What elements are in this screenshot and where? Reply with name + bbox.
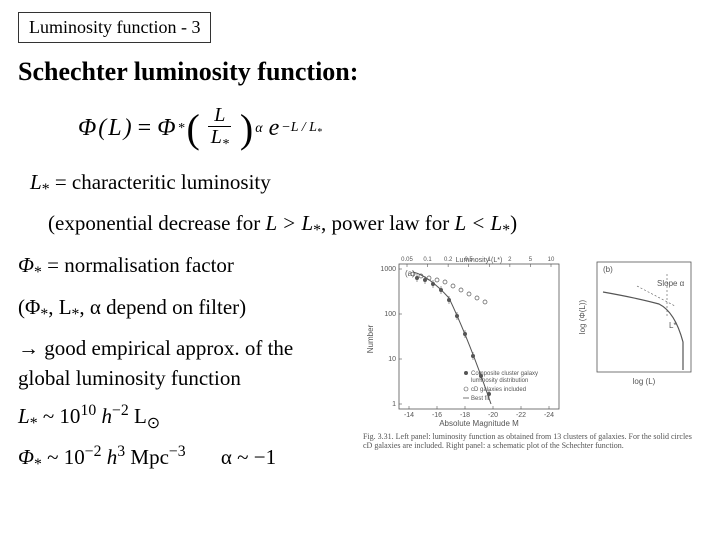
svg-text:log (Φ(L)): log (Φ(L)) [578, 299, 587, 334]
chart-a: 0.050.10.20.512510 Luminosity (L*) 11010… [363, 256, 573, 431]
svg-text:Number: Number [366, 324, 375, 353]
line-regimes: (exponential decrease for L > L*, power … [48, 210, 702, 242]
eq-L: L [108, 115, 121, 142]
chart-b: Slope α L* (b) log (L) log (Φ(L)) [577, 256, 697, 386]
svg-text:Composite cluster galaxy: Composite cluster galaxy [471, 371, 538, 377]
line-characteristic: L* = characteritic luminosity [30, 169, 702, 201]
page-title: Schechter luminosity function: [18, 57, 702, 87]
line-normalisation: Φ* = normalisation factor [18, 252, 353, 284]
figure-caption: Fig. 3.31. Left panel: luminosity functi… [363, 433, 702, 451]
eq-phi2: Φ [157, 115, 175, 142]
svg-text:(b): (b) [603, 265, 613, 274]
eq-star: * [177, 121, 184, 137]
value-phistar: Φ* ~ 10−2 h3 Mpc−3 α ~ −1 [18, 443, 353, 474]
svg-text:100: 100 [384, 311, 396, 318]
line-depend: (Φ*, L*, α depend on filter) [18, 294, 353, 326]
eq-e: e [265, 115, 280, 142]
svg-text:L*: L* [669, 321, 677, 330]
svg-text:10: 10 [548, 257, 555, 263]
svg-text:-22: -22 [516, 412, 526, 419]
svg-text:-20: -20 [488, 412, 498, 419]
svg-text:1: 1 [392, 401, 396, 408]
svg-text:0.05: 0.05 [401, 257, 413, 263]
svg-text:(a): (a) [405, 269, 415, 278]
paren-open: ( [186, 111, 199, 147]
eq-den: L* [205, 127, 235, 153]
svg-text:0.2: 0.2 [444, 257, 453, 263]
eq-alpha: α [255, 121, 262, 137]
svg-text:luminosity distribution: luminosity distribution [471, 378, 528, 384]
line-approx1: → good empirical approx. of the [18, 335, 353, 362]
figure-container: 0.050.10.20.512510 Luminosity (L*) 11010… [363, 256, 702, 431]
svg-text:-18: -18 [460, 412, 470, 419]
svg-text:cD galaxies included: cD galaxies included [471, 387, 526, 393]
svg-text:0.1: 0.1 [423, 257, 432, 263]
slide-label: Luminosity function - 3 [18, 12, 211, 43]
eq-exp: −L / L* [281, 120, 322, 138]
paren-close: ) [240, 111, 253, 147]
svg-text:Best fit: Best fit [471, 396, 490, 402]
svg-text:Slope α: Slope α [657, 279, 685, 288]
svg-text:-24: -24 [544, 412, 554, 419]
line-approx2: global luminosity function [18, 365, 353, 392]
svg-text:Luminosity (L*): Luminosity (L*) [456, 257, 503, 264]
svg-text:1000: 1000 [380, 266, 396, 273]
svg-text:log (L): log (L) [633, 377, 656, 386]
value-lstar: L* ~ 1010 h−2 L⊙ [18, 402, 353, 433]
schechter-equation: Φ(L) = Φ* ( L L* )α e−L / L* [78, 105, 702, 153]
eq-num: L [208, 105, 231, 127]
svg-text:-16: -16 [432, 412, 442, 419]
eq-phi: Φ [78, 115, 96, 142]
eq-fraction: L L* [205, 105, 235, 153]
svg-text:10: 10 [388, 356, 396, 363]
svg-text:-14: -14 [404, 412, 414, 419]
svg-text:Absolute Magnitude M: Absolute Magnitude M [439, 419, 519, 428]
